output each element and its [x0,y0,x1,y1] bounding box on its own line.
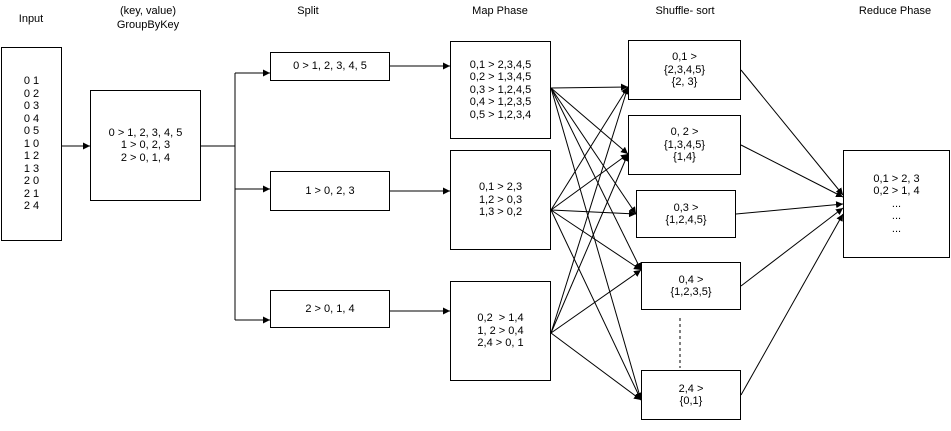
shuffle-box-4-line: 2,4 > [678,382,704,395]
shuffle-box-0: 0,1 > {2,3,4,5} {2, 3} [628,40,741,100]
header-reduce-phase: Reduce Phase [858,5,932,17]
reduce-box-line: ... [891,210,902,223]
input-box-line: 0 2 [23,87,40,100]
header-groupbykey: (key, value) GroupByKey [100,4,196,32]
arrow-map-0-to-shuffle-1 [550,87,629,155]
reduce-box: 0,1 > 2, 3 0,2 > 1, 4......... [843,150,950,258]
header-groupbykey-line2: GroupByKey [116,19,180,31]
arrow-map-1-to-shuffle-1 [550,153,629,211]
header-groupbykey-line1: (key, value) [119,5,177,17]
input-box-line: 0 1 [23,75,40,88]
map-box-0-line: 0,3 > 1,2,4,5 [469,83,532,96]
shuffle-box-3-line: 0,4 > [678,273,704,286]
header-split: Split [297,5,319,17]
shuffle-box-0-line: 0,1 > [672,51,697,64]
shuffle-box-4-line: {0,1} [679,395,703,407]
header-input: Input [18,13,44,25]
input-box-line: 0 5 [23,125,40,138]
arrow-map-2-to-shuffle-3 [550,269,642,334]
arrow-map-1-to-shuffle-0 [550,86,629,211]
map-box-0-line: 0,5 > 1,2,3,4 [469,108,532,121]
reduce-box-line: 0,1 > 2, 3 [873,172,920,185]
arrow-map-2-to-shuffle-4 [550,332,642,401]
arrow-map-0-to-shuffle-2 [550,87,637,215]
split-box-2-line: 2 > 0, 1, 4 [305,302,355,315]
input-box-line: 1 0 [23,137,40,150]
map-box-0-line: 0,4 > 1,2,3,5 [469,96,532,109]
shuffle-box-3-line: {1,2,3,5} [670,286,712,298]
shuffle-box-3: 0,4 > {1,2,3,5} [641,262,741,310]
split-box-0-line: 0 > 1, 2, 3, 4, 5 [293,60,367,73]
shuffle-box-2-line: {1,2,4,5} [665,214,707,226]
map-box-1-line: 0,1 > 2,3 [478,181,523,194]
input-box-line: 2 0 [23,175,40,188]
split-box-0: 0 > 1, 2, 3, 4, 5 [270,52,390,81]
split-box-1-line: 1 > 0, 2, 3 [305,184,355,197]
input-box-line: 2 1 [23,187,40,200]
map-box-0-line: 0,1 > 2,3,4,5 [469,58,532,71]
arrow-map-0-to-shuffle-0 [550,83,629,91]
shuffle-box-2: 0,3 > {1,2,4,5} [636,190,736,238]
arrow-map-0-to-shuffle-3 [550,87,642,271]
input-box-line: 0 3 [23,100,40,113]
arrow-shuffle-0-to-reduce [740,69,844,196]
arrow-map-1-to-shuffle-4 [550,209,642,401]
input-box-line: 1 2 [23,150,40,163]
arrow-map-1-to-shuffle-2 [550,209,637,218]
reduce-box-line: ... [891,222,902,235]
groupbykey-box-line: 2 > 0, 1, 4 [120,151,171,164]
groupbykey-box-line: 0 > 1, 2, 3, 4, 5 [108,126,183,139]
groupbykey-box-line: 1 > 0, 2, 3 [120,139,171,152]
map-box-1-line: 1,3 > 0,2 [478,206,523,219]
reduce-box-line: 0,2 > 1, 4 [873,185,920,198]
input-box-line: 0 4 [23,112,40,125]
arrow-shuffle-4-to-reduce [740,213,844,396]
map-box-0: 0,1 > 2,3,4,5 0,2 > 1,3,4,5 0,3 > 1,2,4,5 0… [450,41,551,139]
arrow-map-2-to-shuffle-0 [550,86,630,334]
arrow-shuffle-1-to-reduce [740,144,844,198]
header-map-phase: Map Phase [472,5,528,17]
split-box-1: 1 > 0, 2, 3 [270,171,390,211]
shuffle-box-0-line: {2,3,4,5} [664,63,705,76]
map-box-2-line: 2,4 > 0, 1 [477,337,524,350]
header-shuffle-sort: Shuffle- sort [655,5,715,17]
shuffle-box-2-line: 0,3 > [673,201,699,214]
shuffle-box-1: 0, 2 > {1,3,4,5} {1,4} [628,115,741,175]
arrow-shuffle-3-to-reduce [740,207,844,287]
arrow-map-2-to-shuffle-1 [550,153,629,334]
input-box-line: 1 3 [23,162,40,175]
shuffle-box-4: 2,4 > {0,1} [641,370,741,420]
map-box-2-line: 0,2 > 1,4 [477,312,524,325]
shuffle-box-1-line: {1,4} [673,151,696,164]
shuffle-box-1-line: 0, 2 > [670,126,699,139]
arrow-map-0-to-shuffle-4 [550,87,643,401]
map-box-2: 0,2 > 1,4 1, 2 > 0,4 2,4 > 0, 1 [450,281,551,381]
arrow-map-1-to-shuffle-3 [550,209,642,271]
arrow-shuffle-2-to-reduce [735,201,844,215]
map-box-1-line: 1,2 > 0,3 [478,193,523,206]
shuffle-box-1-line: {1,3,4,5} [664,138,705,151]
map-box-2-line: 1, 2 > 0,4 [477,324,524,337]
split-box-2: 2 > 0, 1, 4 [270,290,390,328]
map-box-1: 0,1 > 2,3 1,2 > 0,3 1,3 > 0,2 [450,150,551,250]
reduce-box-line: ... [891,197,902,210]
shuffle-box-0-line: {2, 3} [671,76,698,89]
map-box-0-line: 0,2 > 1,3,4,5 [469,71,532,84]
input-box-line: 2 4 [23,200,40,213]
